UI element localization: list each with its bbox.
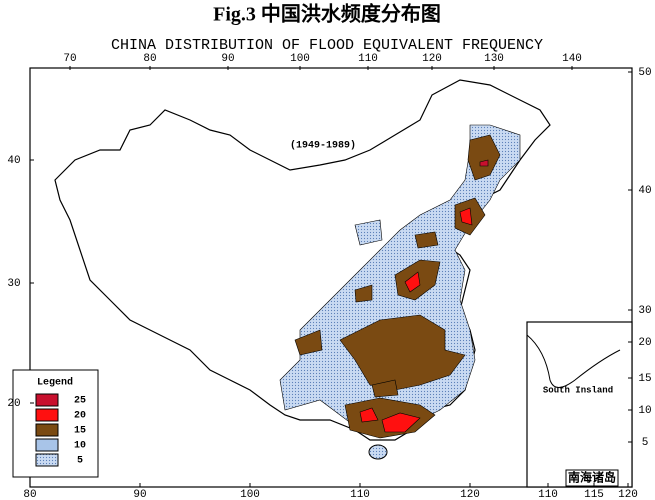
island: [368, 444, 388, 460]
legend-label: 20: [74, 411, 86, 422]
inset-name: 南海诸岛: [568, 470, 616, 485]
legend-label: 10: [74, 441, 86, 452]
zone-15: [339, 314, 466, 391]
tick-label: 40: [638, 185, 651, 197]
tick-label: 110: [350, 489, 370, 500]
legend-swatch: [35, 393, 59, 407]
tick-label: 20: [638, 337, 651, 349]
zone-20: [404, 271, 421, 293]
zone-20: [459, 207, 473, 226]
zone-15: [414, 231, 439, 249]
tick-label: 10: [638, 405, 651, 417]
tick-label: 20: [7, 398, 20, 410]
tick-label: 140: [562, 53, 582, 65]
zone-25: [479, 159, 489, 167]
period-label: (1949-1989): [290, 140, 356, 152]
tick-label: 40: [7, 155, 20, 167]
tick-label: 15: [638, 373, 651, 385]
tick-label: 30: [638, 305, 651, 317]
tick-label: 70: [63, 53, 76, 65]
legend-swatch: [35, 423, 59, 437]
zone-15: [294, 329, 323, 356]
title: Fig.3 中国洪水频度分布图: [213, 2, 441, 26]
tick-label: 130: [484, 53, 504, 65]
subtitle: CHINA DISTRIBUTION OF FLOOD EQUIVALENT F…: [111, 37, 543, 54]
tick-label: 90: [221, 53, 234, 65]
tick-label: 80: [143, 53, 156, 65]
zone-15: [354, 284, 373, 303]
legend-label: 25: [74, 396, 86, 407]
zone-20: [359, 407, 379, 423]
zone-20: [381, 412, 421, 433]
legend-label: 5: [77, 456, 83, 467]
legend-swatch: [35, 408, 59, 422]
inset-label: South Insland: [543, 385, 613, 395]
tick-label: 110: [358, 53, 378, 65]
legend-swatch: [35, 453, 59, 467]
tick-label: 115: [584, 489, 604, 500]
tick-label: 90: [133, 489, 146, 500]
map-frame: [29, 67, 633, 488]
tick-label: 100: [240, 489, 260, 500]
tick-label: 50: [638, 67, 651, 79]
inset-name-box: [565, 469, 619, 487]
inset-coast: [526, 334, 621, 388]
tick-label: 120: [460, 489, 480, 500]
legend-label: 15: [74, 426, 86, 437]
inset-frame: [526, 321, 633, 488]
tick-label: 120: [618, 489, 638, 500]
tick-label: 80: [23, 489, 36, 500]
tick-label: 5: [642, 437, 649, 449]
tick-label: 110: [538, 489, 558, 500]
tick-label: 120: [422, 53, 442, 65]
legend-title: Legend: [37, 377, 73, 389]
tick-label: 100: [290, 53, 310, 65]
zone-5: [354, 219, 383, 246]
legend-swatch: [35, 438, 59, 452]
zone-15: [467, 134, 501, 181]
tick-label: 30: [7, 278, 20, 290]
zone-15: [371, 379, 399, 398]
